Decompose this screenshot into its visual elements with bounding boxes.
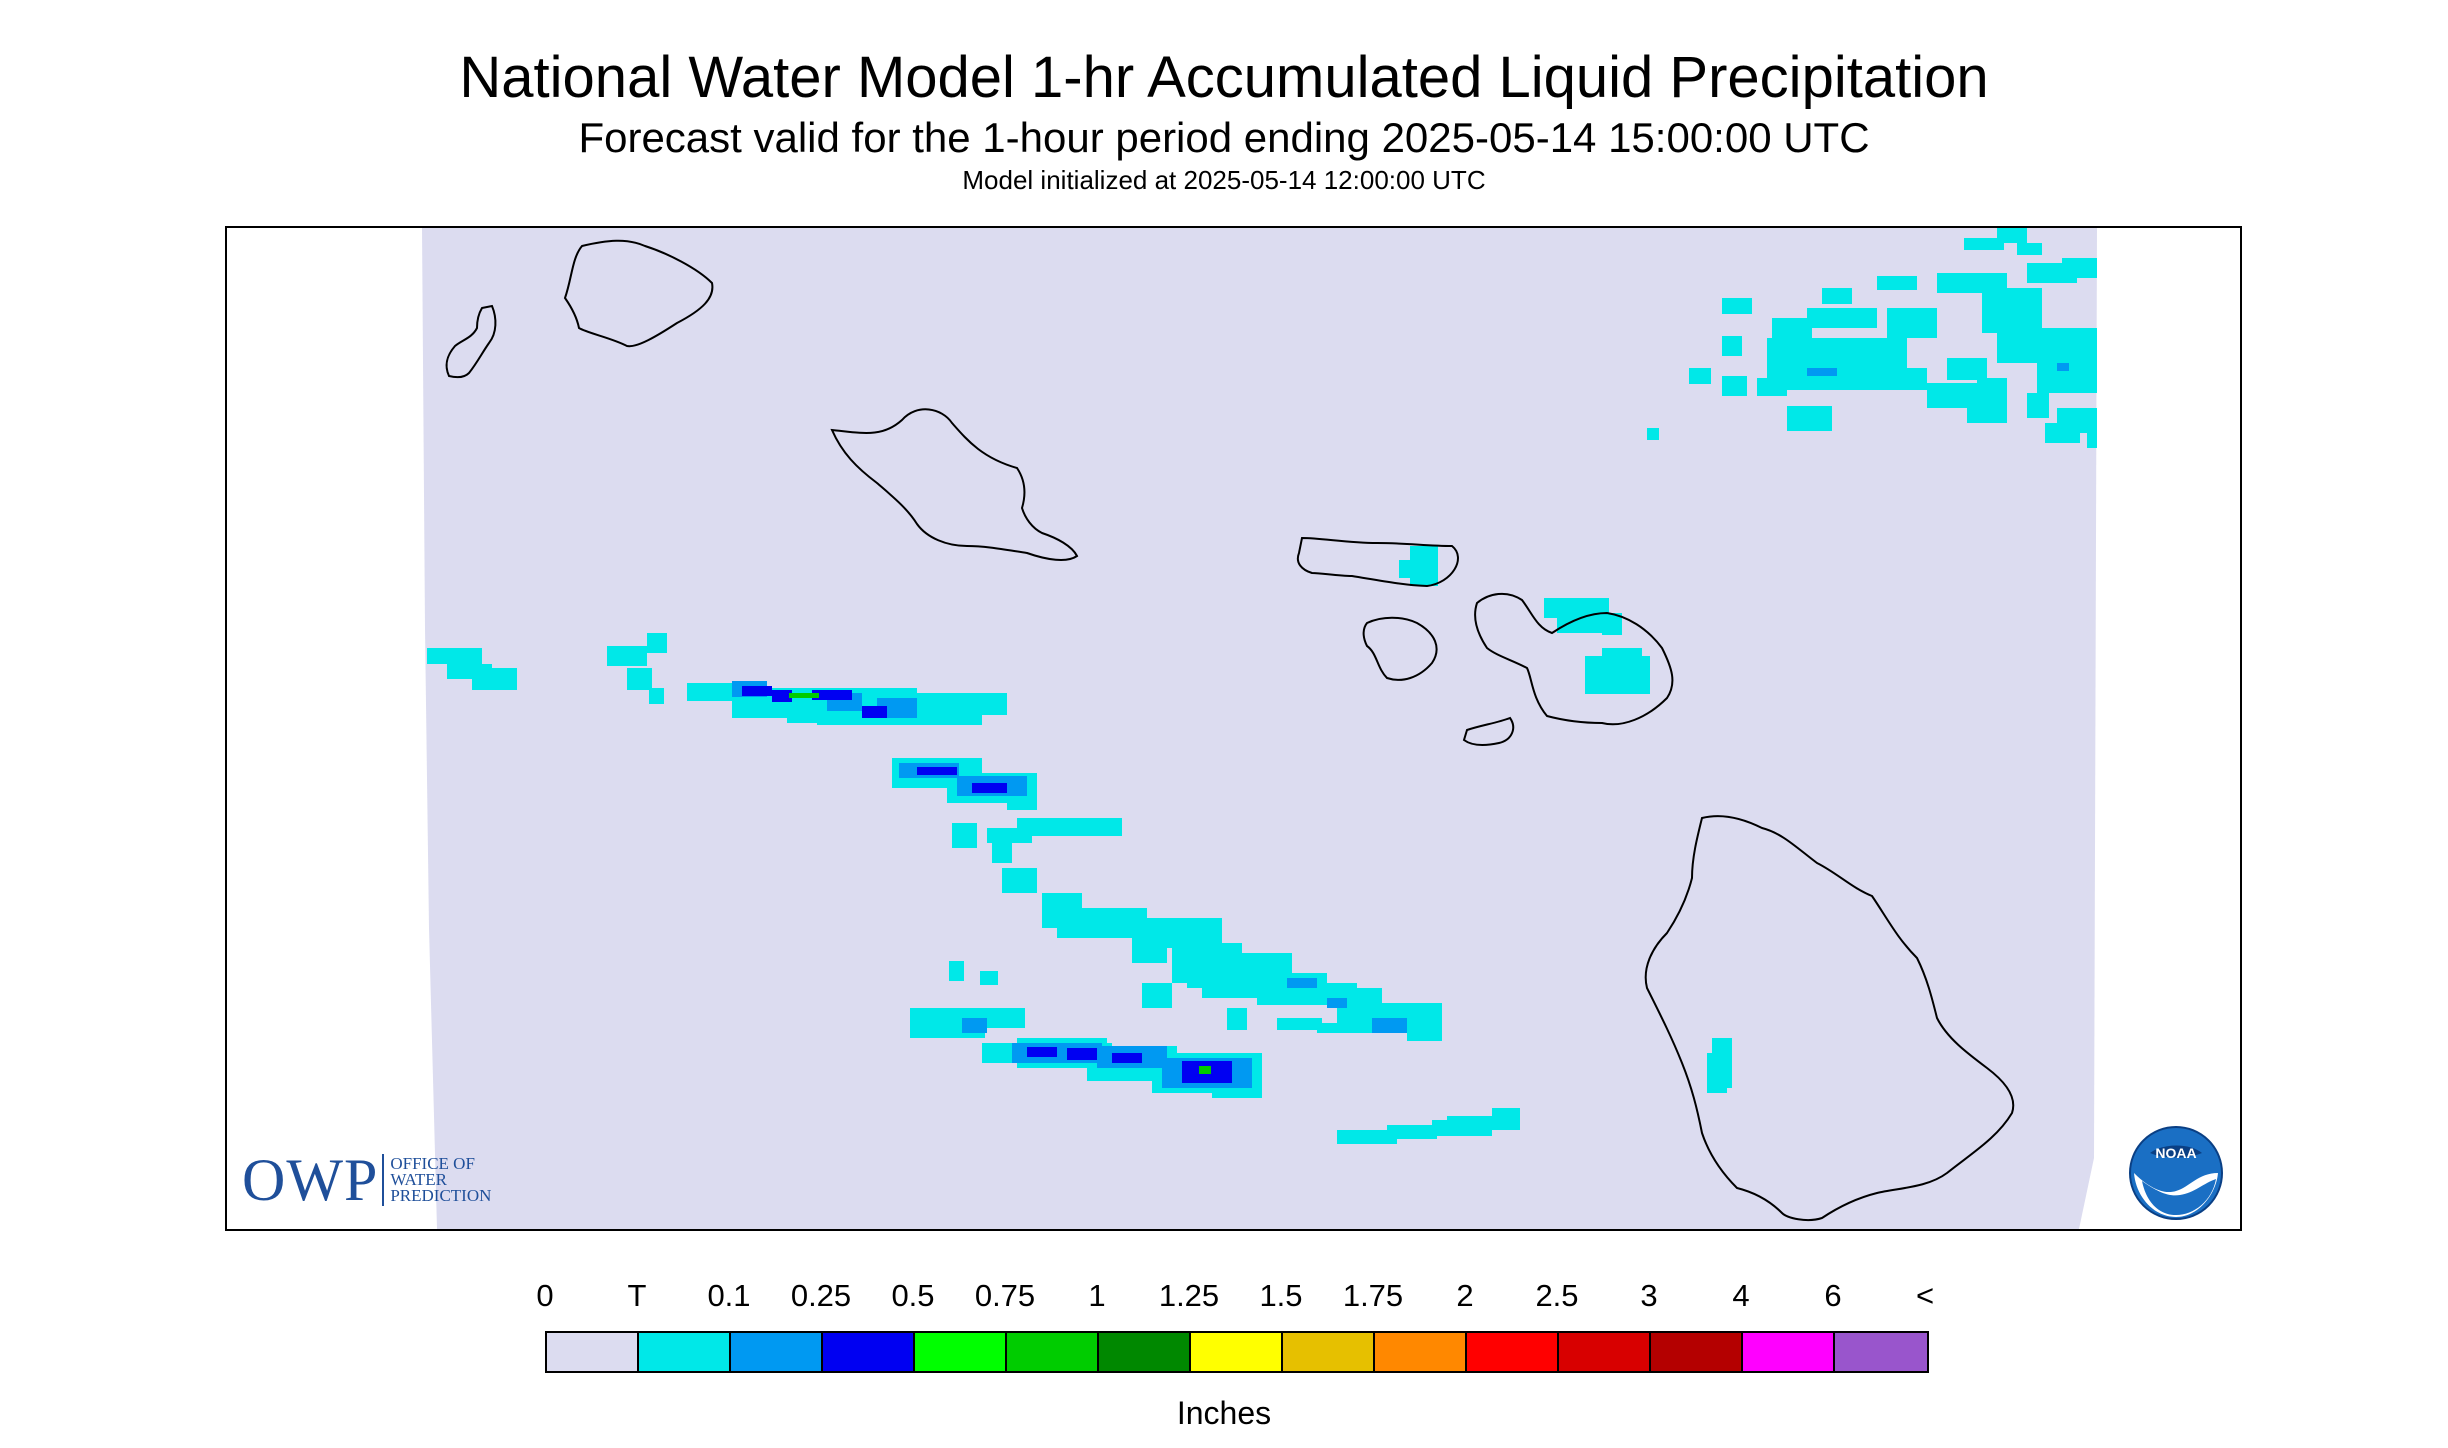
precip-cluster-northeast [1647, 228, 2097, 448]
owp-logo-office-text: OFFICE OF WATER PREDICTION [390, 1154, 492, 1205]
legend-tick-label: 1.75 [1342, 1278, 1404, 1313]
owp-logo-letters: OWP [242, 1146, 379, 1213]
legend-tick-label: T [627, 1278, 647, 1313]
legend-swatch [1007, 1333, 1099, 1371]
legend-tick-label: 3 [1640, 1278, 1658, 1313]
legend-tick-label: 0.75 [974, 1278, 1036, 1313]
owp-logo-divider [382, 1154, 385, 1206]
legend-tick-label: 2 [1456, 1278, 1474, 1313]
legend-swatch [1743, 1333, 1835, 1371]
niihau-coast [445, 304, 497, 379]
legend-swatch [1191, 1333, 1283, 1371]
legend-tick-label: 1.25 [1158, 1278, 1220, 1313]
legend-tick-label: 1.5 [1259, 1278, 1303, 1313]
map-title: National Water Model 1-hr Accumulated Li… [459, 45, 1989, 110]
map-subtitle: Forecast valid for the 1-hour period end… [578, 114, 1870, 161]
legend-unit-label: Inches [1176, 1395, 1272, 1431]
precip-band-southeast [1337, 1038, 1732, 1144]
molokai-coast [1296, 536, 1459, 588]
legend-swatch [639, 1333, 731, 1371]
lanai-coast [1362, 616, 1438, 681]
model-init-line: Model initialized at 2025-05-14 12:00:00… [962, 165, 1486, 195]
legend-swatch [1835, 1333, 1927, 1371]
coastlines [445, 239, 2015, 1222]
legend-swatch [823, 1333, 915, 1371]
oahu-coast [830, 408, 1079, 561]
legend-tick-label: < [1915, 1278, 1935, 1313]
legend-tick-label: 0.1 [707, 1278, 751, 1313]
legend-swatch [1651, 1333, 1743, 1371]
legend-swatch [1467, 1333, 1559, 1371]
hawaii-big-island-coast [1644, 815, 2015, 1222]
model-domain-field [422, 228, 2097, 1229]
legend-swatch [1375, 1333, 1467, 1371]
legend-tick-label: 0.5 [891, 1278, 935, 1313]
legend-tick-label: 4 [1732, 1278, 1750, 1313]
maui-coast [1474, 592, 1674, 726]
legend-tick-label: 2.5 [1535, 1278, 1579, 1313]
legend-swatch [1559, 1333, 1651, 1371]
legend-tick-label: 6 [1824, 1278, 1842, 1313]
map-panel: OWP OFFICE OF WATER PREDICTION NOAA [225, 226, 2242, 1231]
legend-swatch [731, 1333, 823, 1371]
legend-tick-label: 0.25 [790, 1278, 852, 1313]
legend-tick-label: 1 [1088, 1278, 1106, 1313]
precip-cells [427, 228, 2097, 1144]
kauai-coast [563, 239, 714, 348]
legend-tick-label: 0 [536, 1278, 554, 1313]
noaa-logo: NOAA [2129, 1126, 2223, 1220]
legend-swatch [1283, 1333, 1375, 1371]
legend-colorbar [545, 1331, 1929, 1373]
precipitation-map [422, 228, 2097, 1229]
legend-tick-labels: 0 T 0.1 0.25 0.5 0.75 1 1.25 1.5 1.75 2 2.5 3 4 6 < [536, 1278, 1934, 1318]
legend-swatch [1099, 1333, 1191, 1371]
legend-swatch [915, 1333, 1007, 1371]
owp-logo: OWP OFFICE OF WATER PREDICTION [242, 1147, 530, 1213]
kahoolawe-coast [1462, 716, 1515, 746]
legend-swatch [547, 1333, 639, 1371]
noaa-logo-text: NOAA [2155, 1145, 2196, 1161]
precip-cluster-maui [1399, 546, 1650, 694]
